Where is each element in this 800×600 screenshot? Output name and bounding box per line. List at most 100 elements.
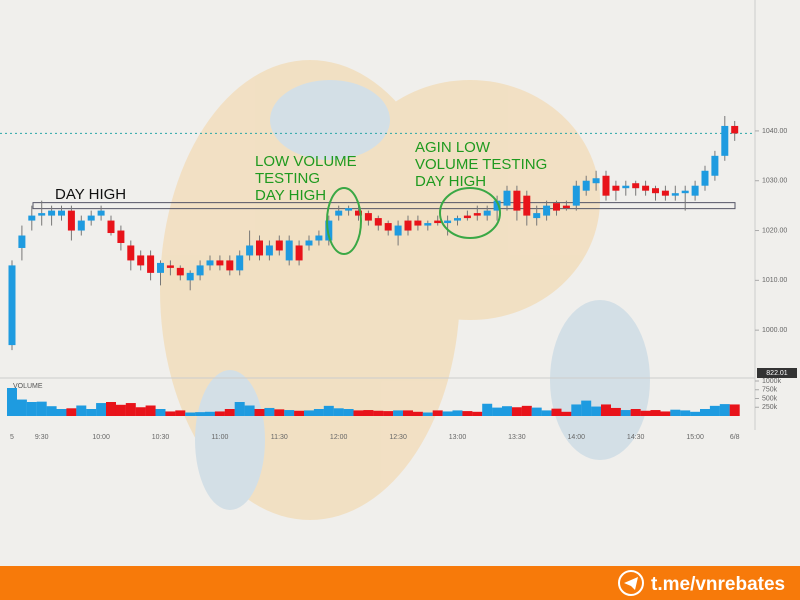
footer-bar xyxy=(0,566,800,600)
volume-tick-label: 250k xyxy=(762,404,778,411)
volume-bar xyxy=(581,400,592,416)
candle-body xyxy=(572,185,580,206)
x-tick-label: 9:30 xyxy=(35,434,49,441)
candle-body xyxy=(671,193,679,196)
note-1-line: TESTING xyxy=(255,170,320,187)
volume-bar xyxy=(274,409,285,416)
candle-body xyxy=(315,235,323,241)
volume-bar xyxy=(195,412,206,416)
candle-body xyxy=(38,213,46,216)
y-tick-label: 1010.00 xyxy=(762,277,787,284)
volume-bar xyxy=(700,409,710,416)
volume-bar xyxy=(442,411,453,416)
candle-body xyxy=(355,210,362,216)
candle-body xyxy=(503,190,511,206)
volume-bar xyxy=(205,411,215,416)
note-1-line: DAY HIGH xyxy=(255,187,326,204)
candle-body xyxy=(186,272,194,281)
volume-bar xyxy=(145,405,156,416)
volume-bar xyxy=(422,412,433,416)
volume-bar xyxy=(36,401,47,416)
footer-link[interactable]: t.me/vnrebates xyxy=(651,574,785,595)
candle-body xyxy=(58,210,65,216)
volume-bar xyxy=(591,406,602,416)
x-tick-label: 11:00 xyxy=(211,434,228,441)
volume-bar xyxy=(155,409,166,416)
candle-body xyxy=(335,210,343,216)
candle-body xyxy=(117,230,125,243)
candle-body xyxy=(345,208,353,211)
x-tick-label: 5 xyxy=(10,434,14,441)
day-high-zone xyxy=(32,202,736,210)
volume-bar xyxy=(294,410,305,416)
volume-bar xyxy=(135,407,146,416)
volume-bar xyxy=(224,409,235,416)
candle-body xyxy=(414,220,422,226)
candle-body xyxy=(652,188,659,194)
volume-bar xyxy=(363,410,374,416)
volume-bar xyxy=(690,411,701,416)
volume-bar xyxy=(551,408,562,416)
candle-body xyxy=(424,223,432,226)
y-tick-label: 1030.00 xyxy=(762,178,787,185)
volume-bar xyxy=(343,409,354,416)
candle-body xyxy=(543,205,551,216)
volume-bar xyxy=(86,409,97,416)
volume-bar xyxy=(660,411,671,416)
candle-body xyxy=(444,220,452,224)
candle-body xyxy=(602,175,610,196)
candle-body xyxy=(721,125,729,156)
candle-body xyxy=(463,215,471,219)
volume-bar xyxy=(175,410,186,416)
candle-body xyxy=(454,218,461,221)
volume-bar xyxy=(719,404,730,416)
candle-body xyxy=(562,205,570,209)
candle-body xyxy=(216,260,224,266)
x-tick-label: 13:00 xyxy=(449,434,467,441)
volume-bar xyxy=(630,409,641,416)
candle-body xyxy=(612,185,620,191)
candle-body xyxy=(196,265,204,276)
volume-bar xyxy=(521,405,532,416)
volume-bar xyxy=(610,407,621,416)
candle-body xyxy=(147,255,155,273)
volume-bar xyxy=(323,405,334,416)
candle-body xyxy=(137,255,145,266)
volume-bar xyxy=(502,406,512,416)
x-tick-label: 15:00 xyxy=(686,434,704,441)
x-tick-label: 12:30 xyxy=(389,434,407,441)
telegram-plane xyxy=(624,577,638,590)
candle-body xyxy=(711,155,719,176)
x-tick-label: 14:30 xyxy=(627,434,645,441)
candle-body xyxy=(632,183,640,189)
candle-body xyxy=(206,260,214,266)
candle-body xyxy=(592,178,600,184)
volume-bar xyxy=(76,405,87,416)
x-tick-label: 10:30 xyxy=(152,434,170,441)
volume-bar xyxy=(214,411,225,416)
candle-body xyxy=(87,215,95,221)
candle-body xyxy=(226,260,234,271)
volume-bar xyxy=(492,407,503,416)
volume-bar xyxy=(16,399,27,416)
volume-bar xyxy=(482,403,493,416)
candle-body xyxy=(731,125,739,134)
volume-bar xyxy=(115,404,126,416)
volume-bar xyxy=(264,407,275,416)
candle-body xyxy=(364,213,372,221)
candle-body xyxy=(295,245,303,261)
volume-top-box xyxy=(757,368,797,378)
volume-bar xyxy=(670,409,681,416)
volume-bar xyxy=(234,402,245,416)
volume-bar xyxy=(393,410,404,416)
candle-body xyxy=(246,245,254,256)
note-2-line: DAY HIGH xyxy=(415,173,486,190)
candle-body xyxy=(691,185,699,196)
volume-bar xyxy=(46,406,57,416)
candle-body xyxy=(127,245,135,261)
volume-bar xyxy=(462,411,473,416)
volume-bar xyxy=(729,404,740,416)
candle-body xyxy=(434,220,442,224)
volume-bar xyxy=(373,410,384,416)
